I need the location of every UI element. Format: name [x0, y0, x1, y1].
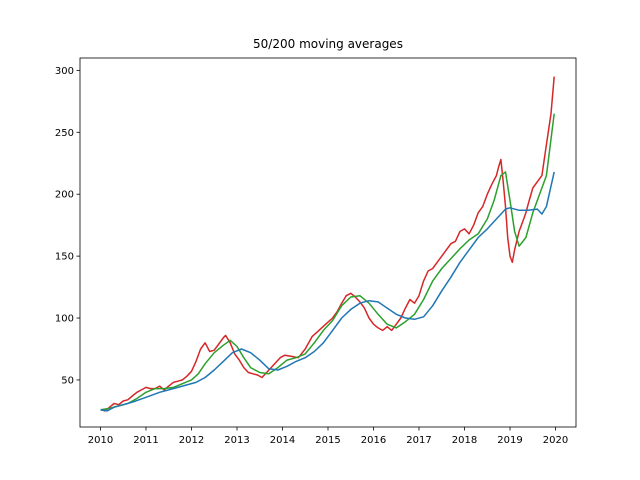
series-line-1	[100, 76, 555, 412]
series-layer	[100, 76, 555, 412]
x-tick-label: 2020	[543, 435, 568, 446]
y-tick-label: 200	[55, 190, 74, 201]
series-line-3	[100, 171, 555, 412]
y-tick-label: 250	[55, 128, 74, 139]
y-tick-label: 300	[55, 66, 74, 77]
x-tick-label: 2014	[270, 435, 295, 446]
x-tick-label: 2010	[88, 435, 113, 446]
x-tick-label: 2013	[224, 435, 249, 446]
chart-title: 50/200 moving averages	[253, 37, 403, 51]
x-tick-label: 2017	[406, 435, 431, 446]
y-tick-label: 150	[55, 252, 74, 263]
y-tick-label: 100	[55, 314, 74, 325]
x-tick-label: 2015	[315, 435, 340, 446]
x-tick-label: 2012	[179, 435, 204, 446]
axes-layer: 2010 2011 2012 2013 2014 2015 2016 2017 2018 2019…	[55, 57, 577, 446]
series-line-2	[100, 113, 555, 411]
x-tick-label: 2018	[452, 435, 477, 446]
y-tick-label: 50	[61, 375, 74, 386]
x-tick-label: 2011	[133, 435, 158, 446]
x-tick-label: 2019	[497, 435, 522, 446]
x-tick-label: 2016	[361, 435, 386, 446]
